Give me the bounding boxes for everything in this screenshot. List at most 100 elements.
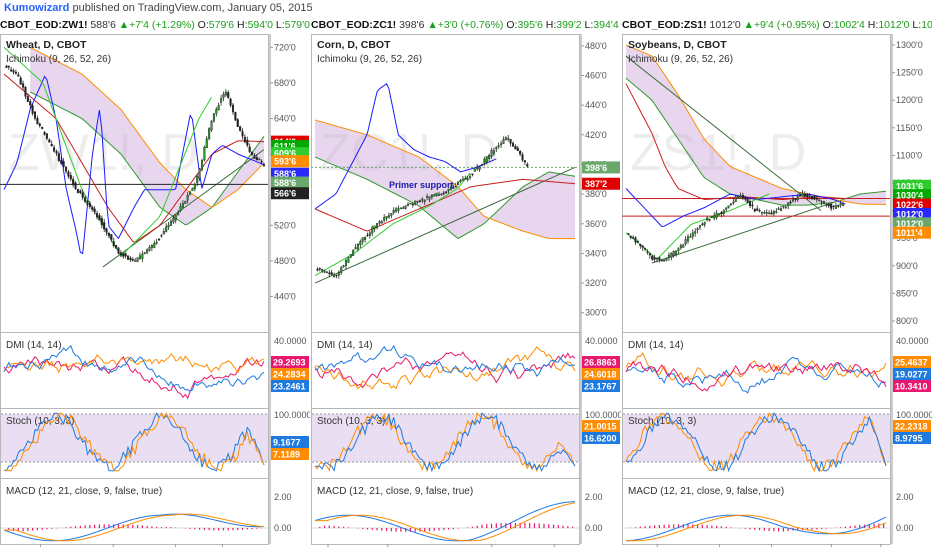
soybeans-chart-svg[interactable]: ZS1!, D1300'01250'01200'01150'01100'0105…: [622, 32, 932, 550]
candle-body: [153, 243, 155, 247]
corn-chart-panel[interactable]: CBOT_EOD:ZC1! 398'6 ▲+3'0 (+0.76%) O:395…: [311, 16, 621, 550]
candle-body: [680, 245, 682, 248]
candle-body: [818, 200, 820, 201]
wheat-chart-panel[interactable]: CBOT_EOD:ZW1! 588'6 ▲+7'4 (+1.29%) O:579…: [0, 16, 310, 550]
candle-body: [436, 193, 438, 196]
candle-body: [331, 273, 333, 275]
candle-body: [835, 206, 837, 209]
candle-body: [735, 197, 737, 202]
candle-body: [367, 235, 369, 236]
price-tick-label: 460'0: [585, 71, 607, 81]
candle-body: [355, 248, 357, 250]
macd-line: [315, 502, 575, 541]
author-link[interactable]: Kumowizard: [4, 2, 69, 14]
price-tick-label: 1200'0: [896, 95, 923, 105]
candle-body: [101, 218, 103, 225]
soybeans-chart-panel[interactable]: CBOT_EOD:ZS1! 1012'0 ▲+9'4 (+0.95%) O:10…: [622, 16, 932, 550]
candle-body: [376, 223, 378, 227]
candle-body: [130, 258, 132, 260]
candle-body: [804, 194, 806, 196]
candle-body: [481, 164, 483, 165]
corn-chart-svg[interactable]: ZC1!, D480'0460'0440'0420'0400'0380'0360…: [311, 32, 621, 550]
candle-body: [457, 182, 459, 185]
macd-label: MACD (12, 21, close, 9, false, true): [628, 486, 784, 497]
price-tag: 398'6: [582, 161, 620, 173]
candle-body: [165, 227, 167, 232]
candle-body: [500, 144, 502, 145]
price-tick-label: 640'0: [274, 114, 296, 124]
header-open: 579'6: [209, 19, 234, 31]
header-change: ▲+7'4 (+1.29%): [119, 19, 195, 31]
candle-body: [654, 258, 656, 260]
wheat-chart-svg[interactable]: ZW1!, D720'0680'0640'0600'0560'0520'0480…: [0, 32, 310, 550]
candle-body: [649, 254, 651, 256]
dmi-value-label: 23.1767: [584, 382, 617, 392]
candle-body: [507, 138, 509, 139]
price-tag-label: 1011'4: [896, 228, 923, 238]
candle-body: [713, 215, 715, 218]
annotation-primer-support: Primer support: [389, 180, 454, 190]
candle-body: [70, 175, 72, 179]
publish-info: published on TradingView.com, January 05…: [69, 2, 312, 14]
dmi-value-tag: 10.3410: [893, 380, 931, 392]
stoch-value-tag: 16.6200: [582, 432, 620, 444]
candle-body: [246, 140, 248, 145]
candle-body: [206, 139, 208, 148]
candle-body: [237, 120, 239, 127]
candle-body: [395, 209, 397, 212]
chart-title: Soybeans, D, CBOT: [628, 39, 727, 51]
candle-body: [639, 244, 641, 245]
candle-body: [438, 195, 440, 196]
dmi-label: DMI (14, 14): [628, 340, 684, 351]
candle-body: [837, 205, 839, 206]
candle-body: [802, 193, 804, 196]
candle-body: [840, 204, 842, 205]
dmi-label: DMI (14, 14): [317, 340, 373, 351]
dmi-value-tag: 19.0277: [893, 368, 931, 380]
dmi-tick-label: 40.0000: [585, 336, 618, 346]
candle-body: [223, 94, 225, 98]
candle-body: [821, 201, 823, 202]
candle-body: [761, 212, 763, 213]
candle-body: [718, 213, 720, 214]
candle-body: [721, 212, 723, 214]
macd-tick-label: 0.00: [896, 523, 914, 533]
candle-body: [163, 231, 165, 234]
candle-body: [371, 227, 373, 233]
candle-body: [13, 71, 15, 73]
stoch-value-tag: 8.9795: [893, 432, 931, 444]
candle-body: [118, 248, 120, 253]
candle-body: [692, 233, 694, 237]
candle-body: [687, 237, 689, 241]
header-symbol: CBOT_EOD:ZC1!: [311, 19, 396, 31]
price-tick-label: 420'0: [585, 130, 607, 140]
candle-body: [34, 112, 36, 118]
price-tick-label: 520'0: [274, 220, 296, 230]
candle-body: [348, 258, 350, 263]
candle-body: [479, 167, 481, 170]
dmi-value-tag: 23.2461: [271, 380, 309, 392]
candle-body: [194, 184, 196, 189]
price-tick-label: 1150'0: [896, 123, 922, 133]
header-low: 1001'4: [921, 19, 932, 31]
candle-body: [797, 196, 799, 199]
candle-body: [108, 233, 110, 236]
price-tag: 566'6: [271, 187, 309, 199]
header-low: 394'4: [593, 19, 618, 31]
candle-body: [505, 138, 507, 140]
candle-body: [756, 209, 758, 210]
candle-body: [785, 207, 787, 208]
candle-body: [68, 172, 70, 176]
candle-body: [232, 105, 234, 112]
candle-body: [725, 208, 727, 210]
candle-body: [132, 259, 134, 260]
candle-body: [764, 212, 766, 213]
candle-body: [149, 247, 151, 250]
candle-body: [103, 222, 105, 229]
candle-body: [338, 273, 340, 276]
candle-body: [192, 188, 194, 190]
macd-label: MACD (12, 21, close, 9, false, true): [6, 486, 162, 497]
candle-body: [383, 218, 385, 221]
candle-body: [524, 160, 526, 162]
candle-body: [433, 194, 435, 196]
